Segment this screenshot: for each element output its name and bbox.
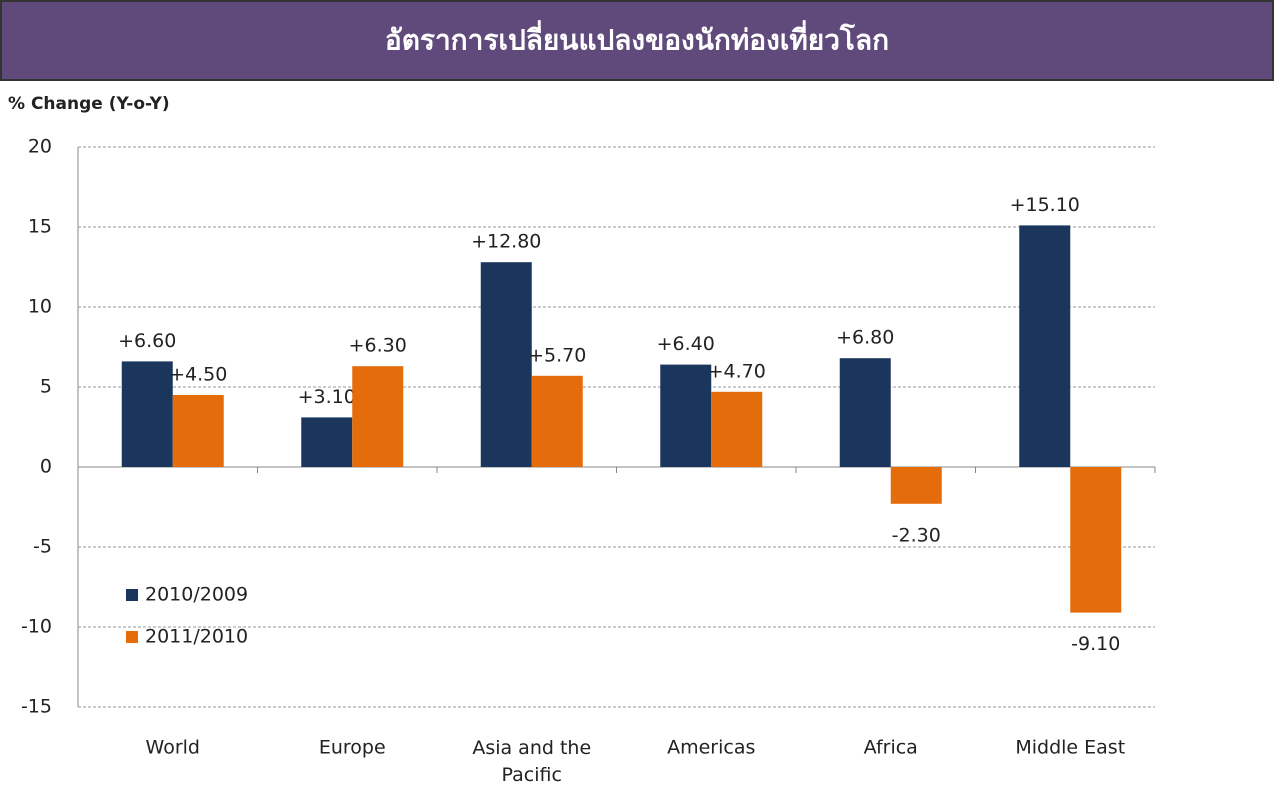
bar — [531, 375, 583, 467]
value-label: -9.10 — [1071, 633, 1120, 655]
value-label: +6.30 — [349, 335, 407, 357]
bar — [480, 262, 532, 467]
value-label: +4.70 — [708, 360, 766, 382]
value-label: +5.70 — [528, 344, 586, 366]
y-tick-label: -10 — [21, 616, 52, 638]
y-tick-label: -5 — [33, 536, 52, 558]
chart-title: อัตราการเปลี่ยนแปลงของนักท่องเที่ยวโลก — [385, 20, 889, 57]
legend-label: 2010/2009 — [145, 584, 248, 606]
y-axis-label: % Change (Y-o-Y) — [8, 94, 170, 114]
value-label: -2.30 — [892, 524, 941, 546]
legend-swatch — [126, 631, 138, 643]
x-tick-label: Europe — [319, 737, 386, 759]
bar — [890, 467, 942, 504]
y-tick-label: 10 — [28, 296, 52, 318]
bar — [1019, 225, 1071, 467]
bar — [660, 364, 712, 467]
value-label: +4.50 — [169, 364, 227, 386]
bar — [711, 391, 763, 467]
value-label: +15.10 — [1010, 194, 1080, 216]
bar — [839, 358, 891, 467]
value-label: +6.40 — [657, 333, 715, 355]
bar — [121, 361, 173, 467]
y-tick-label: 0 — [40, 456, 52, 478]
bar — [301, 417, 353, 467]
x-tick-label: Africa — [864, 737, 918, 759]
y-tick-label: 15 — [28, 216, 52, 238]
value-label: +3.10 — [298, 386, 356, 408]
x-tick-label: Asia and the Pacific — [472, 737, 591, 786]
value-label: +6.80 — [836, 327, 894, 349]
value-label: +12.80 — [471, 231, 541, 253]
bar — [172, 395, 224, 467]
value-label: +6.60 — [118, 330, 176, 352]
legend-swatch — [126, 589, 138, 601]
x-tick-label: Middle East — [1015, 737, 1125, 759]
y-tick-label: 5 — [40, 376, 52, 398]
x-tick-label: World — [146, 737, 200, 759]
x-tick-label: Americas — [667, 737, 755, 759]
title-bar — [0, 0, 1274, 81]
y-tick-label: -15 — [21, 696, 52, 718]
legend-label: 2011/2010 — [145, 626, 248, 648]
bar — [352, 366, 404, 467]
y-tick-label: 20 — [28, 136, 52, 158]
bar — [1070, 467, 1122, 613]
